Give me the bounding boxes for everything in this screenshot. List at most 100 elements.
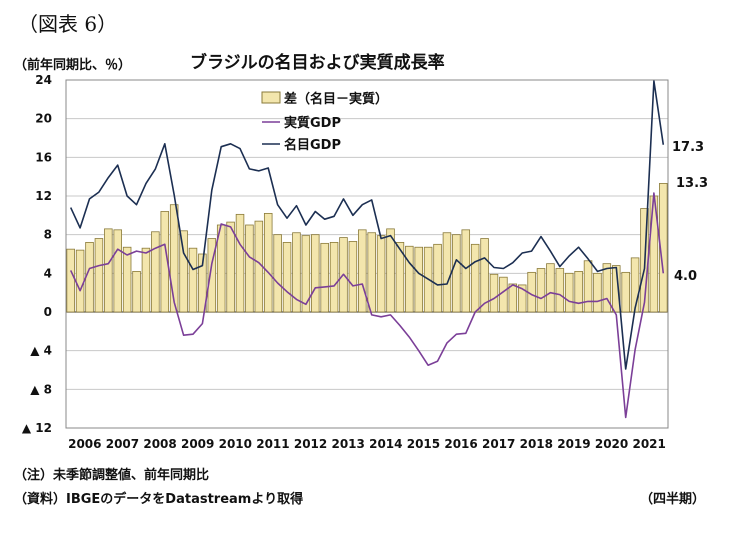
bar — [75, 249, 85, 313]
bar — [311, 234, 320, 313]
bar — [273, 234, 282, 313]
bar — [555, 268, 565, 313]
x-tick-label: 2009 — [181, 437, 214, 451]
bar — [405, 245, 414, 313]
x-tick-label: 2011 — [256, 437, 289, 451]
bar — [292, 232, 301, 313]
bar — [320, 242, 329, 313]
bar — [583, 260, 593, 313]
bar — [452, 234, 461, 313]
bar — [602, 263, 612, 313]
bar — [66, 248, 75, 313]
bar — [348, 241, 358, 313]
source-note: （資料）IBGEのデータをDatastreamより取得 — [14, 492, 304, 507]
bar — [179, 230, 188, 313]
unit-label: （前年同期比、％） — [14, 58, 132, 73]
bar — [151, 231, 160, 313]
y-tick-label: 8 — [44, 228, 52, 242]
y-tick-label: 20 — [35, 112, 52, 126]
bar — [188, 247, 198, 313]
end-label-difference: 13.3 — [676, 176, 708, 191]
bar — [386, 228, 395, 313]
end-label-real: 4.0 — [674, 269, 697, 284]
y-tick-label: 12 — [35, 189, 52, 203]
bar — [395, 241, 405, 313]
bar — [508, 283, 518, 313]
bar — [480, 238, 489, 313]
bar — [329, 241, 339, 313]
bar — [301, 235, 311, 313]
x-tick-label: 2007 — [106, 437, 139, 451]
bar — [160, 211, 170, 313]
x-tick-label: 2014 — [369, 437, 402, 451]
bar — [659, 183, 668, 313]
line-series — [69, 80, 665, 419]
legend-label-nominal-gdp: 名目GDP — [284, 137, 341, 153]
y-tick-label: ▲ 4 — [30, 344, 52, 358]
legend-label-difference: 差（名目－実質） — [284, 91, 388, 107]
bar — [113, 229, 122, 313]
period-label: （四半期） — [640, 492, 706, 507]
bar — [141, 247, 151, 313]
bar — [367, 232, 376, 313]
x-tick-label: 2020 — [595, 437, 628, 451]
bar — [104, 228, 113, 313]
bar — [593, 272, 602, 313]
bar — [621, 271, 630, 313]
bar — [235, 213, 245, 313]
x-tick-label: 2019 — [557, 437, 590, 451]
bar — [169, 204, 179, 313]
bar — [517, 284, 527, 313]
x-tick-label: 2017 — [482, 437, 515, 451]
bar — [358, 229, 367, 313]
bar — [630, 257, 640, 313]
legend: 差（名目－実質） 実質GDP 名目GDP — [261, 91, 388, 153]
x-tick-label: 2021 — [632, 437, 665, 451]
bar — [564, 272, 574, 313]
x-tick-label: 2008 — [143, 437, 176, 451]
bar — [433, 243, 442, 313]
bar — [546, 263, 555, 313]
bar — [442, 232, 452, 313]
y-tick-label: 24 — [35, 73, 52, 87]
y-axis: 24 20 16 12 8 4 0 ▲ 4 ▲ 8 ▲ 12 — [22, 73, 52, 435]
end-label-nominal: 17.3 — [672, 140, 704, 155]
bar — [470, 243, 480, 313]
y-tick-label: 0 — [44, 305, 52, 319]
bar — [489, 273, 499, 313]
x-tick-label: 2018 — [520, 437, 553, 451]
bar — [94, 238, 104, 313]
legend-swatch-bar — [261, 91, 281, 104]
bar — [536, 268, 546, 313]
bar — [122, 246, 132, 313]
bar — [574, 270, 583, 313]
bar — [226, 221, 235, 313]
x-tick-label: 2016 — [444, 437, 477, 451]
y-tick-label: ▲ 12 — [22, 421, 52, 435]
chart-title: ブラジルの名目および実質成長率 — [190, 53, 445, 73]
nominal-gdp-line — [69, 80, 665, 370]
bar — [207, 238, 217, 313]
legend-label-real-gdp: 実質GDP — [284, 115, 341, 131]
plot-frame — [65, 79, 669, 429]
bar — [263, 212, 273, 313]
bar — [376, 235, 386, 313]
real-gdp-line — [69, 192, 665, 419]
bar — [282, 241, 292, 313]
bar — [414, 246, 423, 313]
x-tick-label: 2006 — [68, 437, 101, 451]
bar — [612, 265, 621, 313]
end-labels: 17.3 13.3 4.0 — [672, 140, 708, 284]
x-tick-label: 2013 — [331, 437, 364, 451]
bar — [132, 270, 141, 313]
bar — [461, 229, 471, 313]
y-tick-label: 4 — [44, 266, 52, 280]
x-tick-label: 2015 — [407, 437, 440, 451]
figure-label: （図表 6） — [18, 12, 118, 36]
x-axis: 2006 2007 2008 2009 2010 2011 2012 2013 2014 2015… — [68, 437, 666, 451]
bar — [85, 241, 94, 313]
y-tick-label: 16 — [35, 150, 52, 164]
bar — [198, 253, 207, 313]
footnote: （注）未季節調整値、前年同期比 — [14, 468, 210, 483]
